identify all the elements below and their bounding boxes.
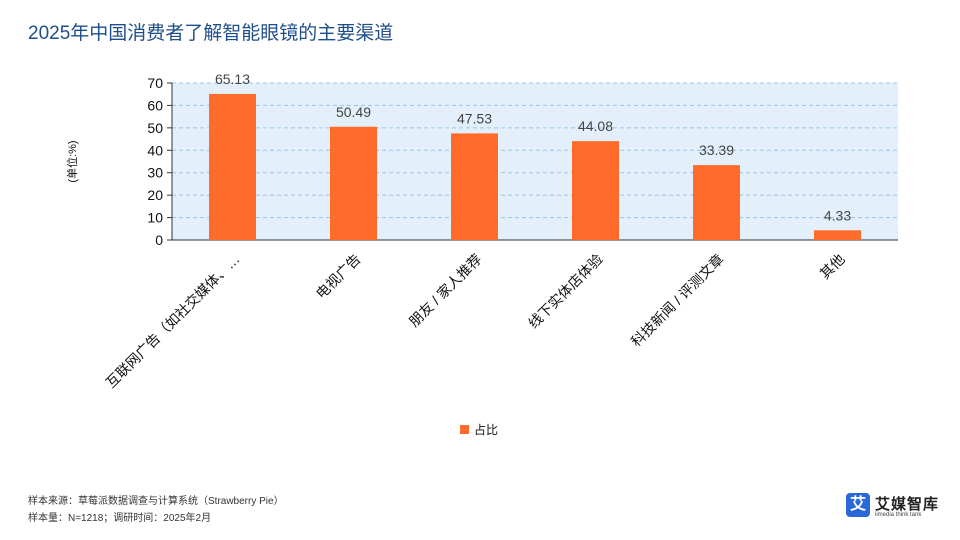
bar-value-label: 33.39 — [699, 142, 734, 158]
bar — [693, 165, 740, 240]
y-tick-label: 40 — [147, 142, 163, 158]
plot-area — [167, 82, 898, 241]
legend-swatch — [460, 425, 469, 434]
logo-name: 艾媒智库 — [875, 496, 940, 513]
y-axis-label: (单位:%) — [65, 140, 79, 182]
bar — [209, 93, 256, 240]
plot-background — [172, 83, 898, 240]
logo-badge-icon: 艾 — [846, 493, 870, 517]
bar — [330, 126, 377, 240]
bar-value-label: 44.08 — [578, 118, 613, 134]
y-tick-label: 0 — [155, 232, 163, 248]
logo-tagline: iimedia think tank — [875, 512, 922, 518]
y-tick-label: 30 — [147, 165, 163, 181]
y-tick-label: 60 — [147, 97, 163, 113]
x-category-label: 科技新闻 / 评测文章 — [628, 251, 727, 350]
page-title: 2025年中国消费者了解智能眼镜的主要渠道 — [28, 23, 394, 44]
x-category-label: 线下实体店体验 — [525, 251, 606, 332]
x-category-label: 朋友 / 家人推荐 — [406, 251, 485, 330]
bar — [451, 133, 498, 240]
bar — [572, 141, 619, 240]
bar-value-label: 4.33 — [824, 207, 851, 223]
y-tick-label: 50 — [147, 120, 163, 136]
bars — [209, 93, 861, 240]
bar-value-label: 65.13 — [215, 71, 250, 87]
y-tick-label: 70 — [147, 75, 163, 91]
legend-label: 占比 — [474, 422, 498, 437]
bar-value-label: 50.49 — [336, 104, 371, 120]
x-category-label: 其他 — [817, 251, 848, 282]
x-category-label: 互联网广告（如社交媒体、… — [103, 251, 243, 391]
y-tick-label: 20 — [147, 187, 163, 203]
x-category-label: 电视广告 — [313, 251, 364, 302]
bar-value-label: 47.53 — [457, 110, 492, 126]
source-note: 样本来源：草莓派数据调查与计算系统（Strawberry Pie） — [28, 496, 284, 507]
brand-logo: 艾 艾媒智库 iimedia think tank — [846, 493, 946, 523]
bar — [814, 230, 861, 240]
y-tick-label: 10 — [147, 210, 163, 226]
sample-note: 样本量：N=1218；调研时间：2025年2月 — [28, 513, 212, 524]
